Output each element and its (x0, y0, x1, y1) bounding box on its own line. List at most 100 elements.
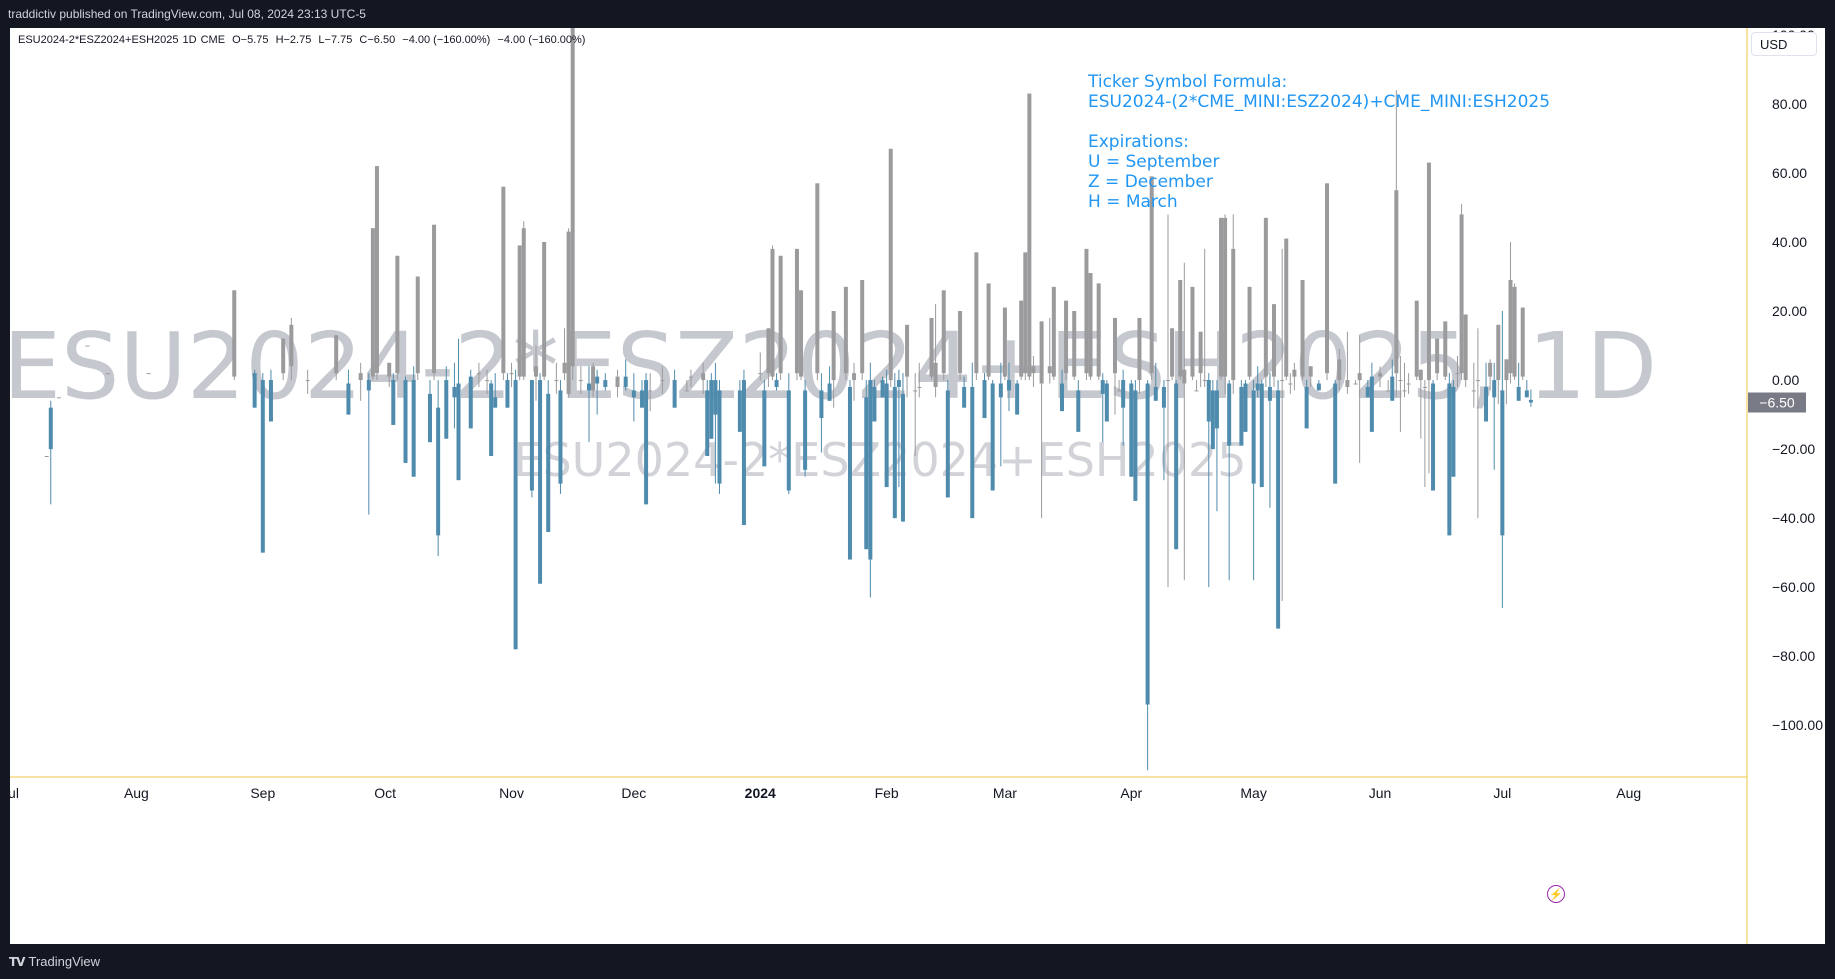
candle[interactable] (85, 345, 90, 347)
candle[interactable] (468, 369, 473, 429)
candle[interactable] (1500, 311, 1505, 608)
candle[interactable] (1166, 214, 1170, 588)
candle[interactable] (766, 328, 771, 387)
candle[interactable] (489, 380, 494, 456)
candle[interactable] (1170, 328, 1175, 381)
candle[interactable] (554, 362, 559, 394)
candle[interactable] (1027, 93, 1032, 381)
candle[interactable] (542, 242, 547, 381)
candle[interactable] (1161, 380, 1166, 481)
candle[interactable] (411, 366, 416, 477)
candle[interactable] (1300, 279, 1305, 381)
candle[interactable] (1512, 283, 1517, 381)
text-annotation[interactable]: Ticker Symbol Formula: ESU2024-(2*CME_MIN… (1088, 72, 1550, 212)
candle[interactable] (1280, 248, 1285, 601)
candle[interactable] (1223, 214, 1228, 394)
candle[interactable] (252, 369, 257, 408)
candle[interactable] (493, 373, 498, 408)
candle[interactable] (444, 366, 449, 439)
candle[interactable] (1455, 355, 1460, 387)
candle[interactable] (672, 369, 677, 408)
candle[interactable] (1190, 286, 1195, 381)
candle[interactable] (990, 380, 995, 491)
candle[interactable] (631, 373, 636, 422)
candle[interactable] (799, 290, 804, 381)
candle[interactable] (509, 362, 514, 387)
candle[interactable] (415, 276, 420, 381)
candle[interactable] (872, 380, 877, 422)
candle[interactable] (1386, 380, 1391, 392)
candle[interactable] (578, 366, 583, 394)
candle[interactable] (774, 373, 779, 391)
candle[interactable] (289, 317, 294, 381)
candle[interactable] (1316, 380, 1321, 391)
candle[interactable] (1178, 279, 1183, 381)
candle[interactable] (268, 369, 273, 422)
candle[interactable] (370, 228, 375, 381)
candle[interactable] (860, 279, 865, 381)
candle[interactable] (1121, 369, 1126, 446)
candle[interactable] (517, 245, 522, 381)
candle[interactable] (831, 311, 836, 408)
tradingview-logo[interactable]: TV TradingView (9, 954, 100, 969)
candle[interactable] (1239, 380, 1244, 446)
candle[interactable] (843, 286, 848, 381)
candle[interactable] (1272, 304, 1277, 387)
candle[interactable] (1084, 248, 1089, 381)
candle[interactable] (688, 369, 693, 387)
candle[interactable] (1137, 317, 1142, 394)
candle[interactable] (819, 373, 824, 453)
candle[interactable] (896, 369, 901, 488)
candle[interactable] (982, 373, 987, 419)
candle[interactable] (436, 380, 441, 557)
candle[interactable] (1325, 183, 1330, 381)
candle[interactable] (1227, 380, 1232, 581)
candle[interactable] (644, 373, 649, 505)
candle[interactable] (1431, 380, 1436, 491)
candle[interactable] (105, 373, 110, 375)
candle[interactable] (1516, 362, 1521, 401)
candle[interactable] (1337, 349, 1342, 391)
candle[interactable] (758, 352, 763, 381)
candle[interactable] (1345, 331, 1350, 394)
candle[interactable] (562, 328, 567, 381)
currency-button[interactable]: USD (1751, 32, 1817, 56)
candle[interactable] (1100, 373, 1105, 443)
candle[interactable] (558, 380, 563, 494)
legend-symbol[interactable]: ESU2024-2*ESZ2024+ESH2025 (18, 34, 179, 46)
candle[interactable] (1496, 324, 1501, 405)
candle[interactable] (640, 380, 645, 408)
candle[interactable] (452, 362, 457, 429)
candle[interactable] (623, 359, 628, 391)
candle[interactable] (1390, 359, 1395, 401)
candle[interactable] (1378, 366, 1383, 387)
candle[interactable] (1263, 217, 1268, 387)
candle[interactable] (334, 335, 339, 381)
candle[interactable] (1059, 369, 1064, 412)
candle[interactable] (346, 369, 351, 415)
candle[interactable] (1117, 380, 1122, 392)
candle[interactable] (1023, 252, 1028, 381)
candle[interactable] (1243, 380, 1248, 432)
candle[interactable] (1015, 380, 1020, 415)
candle[interactable] (945, 380, 950, 498)
candle[interactable] (591, 362, 596, 398)
candle[interactable] (1508, 242, 1513, 384)
candle[interactable] (1214, 380, 1219, 512)
lightning-icon[interactable]: ⚡ (1547, 885, 1565, 903)
candle[interactable] (1394, 90, 1399, 398)
candle[interactable] (786, 373, 791, 494)
candle[interactable] (521, 221, 526, 381)
candle[interactable] (1202, 248, 1207, 387)
candle[interactable] (146, 373, 151, 375)
candle[interactable] (970, 362, 975, 519)
candle[interactable] (546, 380, 551, 532)
candle[interactable] (387, 362, 392, 387)
candle[interactable] (595, 369, 600, 415)
candle[interactable] (892, 373, 897, 519)
candle[interactable] (260, 373, 265, 553)
candle[interactable] (1133, 380, 1138, 501)
candle[interactable] (533, 345, 538, 401)
candle[interactable] (958, 311, 963, 381)
candle[interactable] (1255, 366, 1260, 398)
